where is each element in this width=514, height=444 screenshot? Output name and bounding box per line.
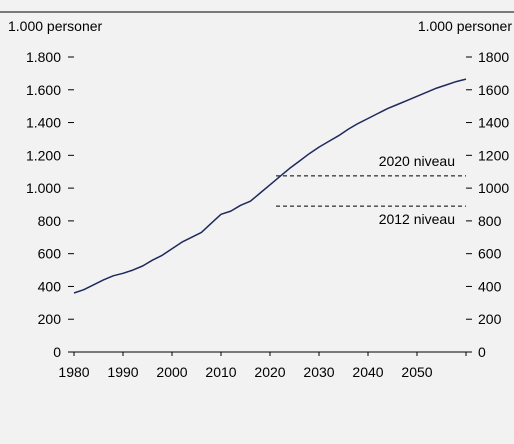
right-y-axis: 0 200 400 600 800 1000 1200 1400 1600 1800 bbox=[466, 49, 509, 360]
right-y-tick-label: 1800 bbox=[478, 49, 509, 65]
x-tick-label: 2030 bbox=[303, 364, 334, 380]
left-y-tick-label: 1.600 bbox=[26, 82, 61, 98]
right-y-tick-label: 600 bbox=[478, 246, 502, 262]
series-group bbox=[73, 78, 467, 294]
right-y-tick-label: 200 bbox=[478, 311, 502, 327]
x-tick-label: 2040 bbox=[352, 364, 383, 380]
reference-lines: 2020 niveau 2012 niveau bbox=[276, 153, 466, 227]
left-y-tick-label: 1.800 bbox=[26, 49, 61, 65]
right-y-tick-label: 800 bbox=[478, 213, 502, 229]
x-axis: 1980 1990 2000 2010 2020 2030 2040 2050 bbox=[58, 352, 467, 380]
left-y-tick-label: 1.400 bbox=[26, 115, 61, 131]
right-y-tick-label: 1000 bbox=[478, 180, 509, 196]
left-y-tick-label: 400 bbox=[38, 278, 62, 294]
reference-line-label: 2012 niveau bbox=[379, 211, 455, 227]
x-tick-label: 2050 bbox=[401, 364, 432, 380]
left-y-tick-label: 200 bbox=[38, 311, 62, 327]
right-y-tick-label: 400 bbox=[478, 278, 502, 294]
series-line bbox=[73, 78, 467, 294]
right-y-tick-label: 0 bbox=[478, 344, 486, 360]
right-y-tick-label: 1600 bbox=[478, 82, 509, 98]
left-y-tick-label: 1.200 bbox=[26, 147, 61, 163]
left-y-tick-label: 1.000 bbox=[26, 180, 61, 196]
left-y-tick-label: 0 bbox=[53, 344, 61, 360]
right-y-tick-label: 1200 bbox=[478, 147, 509, 163]
x-tick-label: 2020 bbox=[254, 364, 285, 380]
left-y-axis: 0 200 400 600 800 1.000 1.200 1.400 1.600 1.800 bbox=[26, 49, 74, 360]
reference-line-label: 2020 niveau bbox=[379, 153, 455, 169]
left-axis-unit-label: 1.000 personer bbox=[8, 18, 103, 34]
x-tick-label: 1990 bbox=[107, 364, 138, 380]
x-tick-label: 2010 bbox=[205, 364, 236, 380]
left-y-tick-label: 800 bbox=[38, 213, 62, 229]
left-y-tick-label: 600 bbox=[38, 246, 62, 262]
right-axis-unit-label: 1.000 personer bbox=[418, 18, 513, 34]
x-tick-label: 2000 bbox=[156, 364, 187, 380]
x-tick-label: 1980 bbox=[58, 364, 89, 380]
right-y-tick-label: 1400 bbox=[478, 115, 509, 131]
